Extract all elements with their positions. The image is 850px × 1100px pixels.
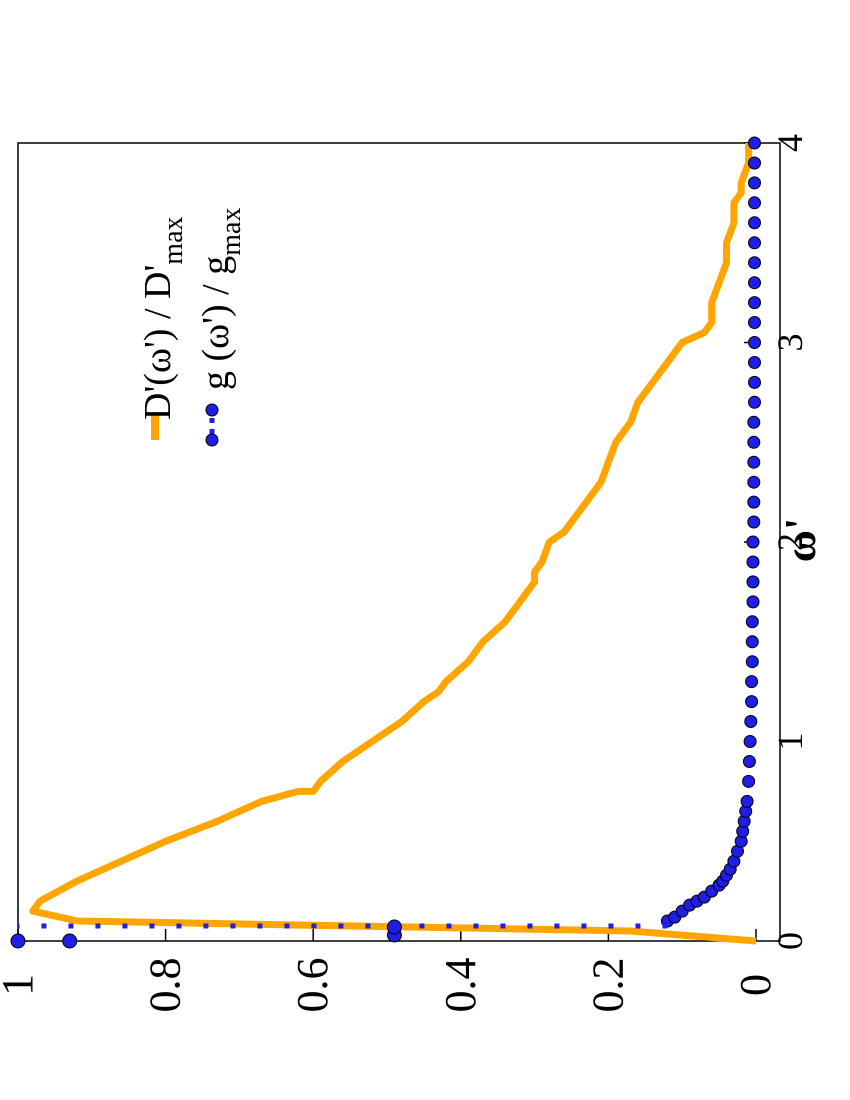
legend-label-g: g (ω') / gmax xyxy=(195,208,247,390)
series-point-g xyxy=(745,635,759,649)
x-tick-label: 1 xyxy=(770,733,810,751)
x-tick-label: 0 xyxy=(770,932,810,950)
legend-label-d: D'(ω') / D'max xyxy=(137,216,189,420)
series-point-g xyxy=(742,755,756,768)
series-point-g xyxy=(748,216,761,230)
plot-area: 0 1 2 3 4 0 0.2 0.4 0.6 0.8 1 xyxy=(0,134,810,1013)
series-point-g xyxy=(747,475,761,489)
series-point-g xyxy=(10,933,26,949)
g-series-group xyxy=(10,136,761,949)
series-point-g xyxy=(743,735,757,748)
x-axis-label: ω' xyxy=(776,518,825,562)
series-point-g xyxy=(745,695,759,709)
series-point-g xyxy=(746,555,760,569)
legend-dot-marker xyxy=(205,433,219,447)
series-point-g xyxy=(746,535,760,549)
series-point-g xyxy=(745,615,759,629)
x-tick-label: 4 xyxy=(770,134,810,152)
series-point-g xyxy=(748,356,761,369)
series-point-g xyxy=(747,455,761,469)
series-point-g xyxy=(744,715,758,728)
series-point-g xyxy=(748,196,761,210)
legend-dot-marker-2 xyxy=(205,403,219,417)
plot-frame xyxy=(17,142,781,942)
series-point-g xyxy=(740,794,754,808)
x-tick-label: 2 xyxy=(770,533,810,551)
series-point-g xyxy=(748,136,761,150)
series-point-g xyxy=(747,415,761,429)
series-point-g xyxy=(748,176,761,190)
y-tick-label: 0.6 xyxy=(288,958,337,1013)
series-point-g xyxy=(748,276,761,290)
x-tick-label: 3 xyxy=(770,334,810,352)
series-point-g xyxy=(745,655,759,669)
series-point-g xyxy=(748,256,761,270)
series-point-g xyxy=(745,675,759,689)
y-tick-label: 0.4 xyxy=(436,958,485,1013)
series-line-d xyxy=(29,143,757,945)
series-point-g xyxy=(748,156,761,170)
series-point-g xyxy=(748,336,761,349)
series-point-g xyxy=(62,933,78,949)
y-tick-label: 1 xyxy=(0,974,42,996)
axis-ticks: 0 1 2 3 4 0 0.2 0.4 0.6 0.8 1 xyxy=(0,134,810,1013)
legend: D'(ω') / D'max g (ω') / gmax xyxy=(137,208,247,447)
series-point-g xyxy=(748,375,761,389)
y-tick-label: 0.2 xyxy=(583,958,632,1013)
series-point-g xyxy=(747,515,761,529)
series-point-g xyxy=(748,236,761,250)
series-point-g xyxy=(746,595,760,609)
series-point-g xyxy=(746,575,760,589)
series-point-g xyxy=(748,296,761,310)
series-point-g xyxy=(747,435,761,449)
d-series-group xyxy=(29,143,757,945)
series-point-g xyxy=(748,316,761,329)
y-tick-label: 0.8 xyxy=(141,958,190,1013)
series-point-g xyxy=(748,395,761,409)
y-tick-label: 0 xyxy=(731,974,780,996)
series-point-g xyxy=(742,774,756,788)
series-point-g xyxy=(747,495,761,509)
